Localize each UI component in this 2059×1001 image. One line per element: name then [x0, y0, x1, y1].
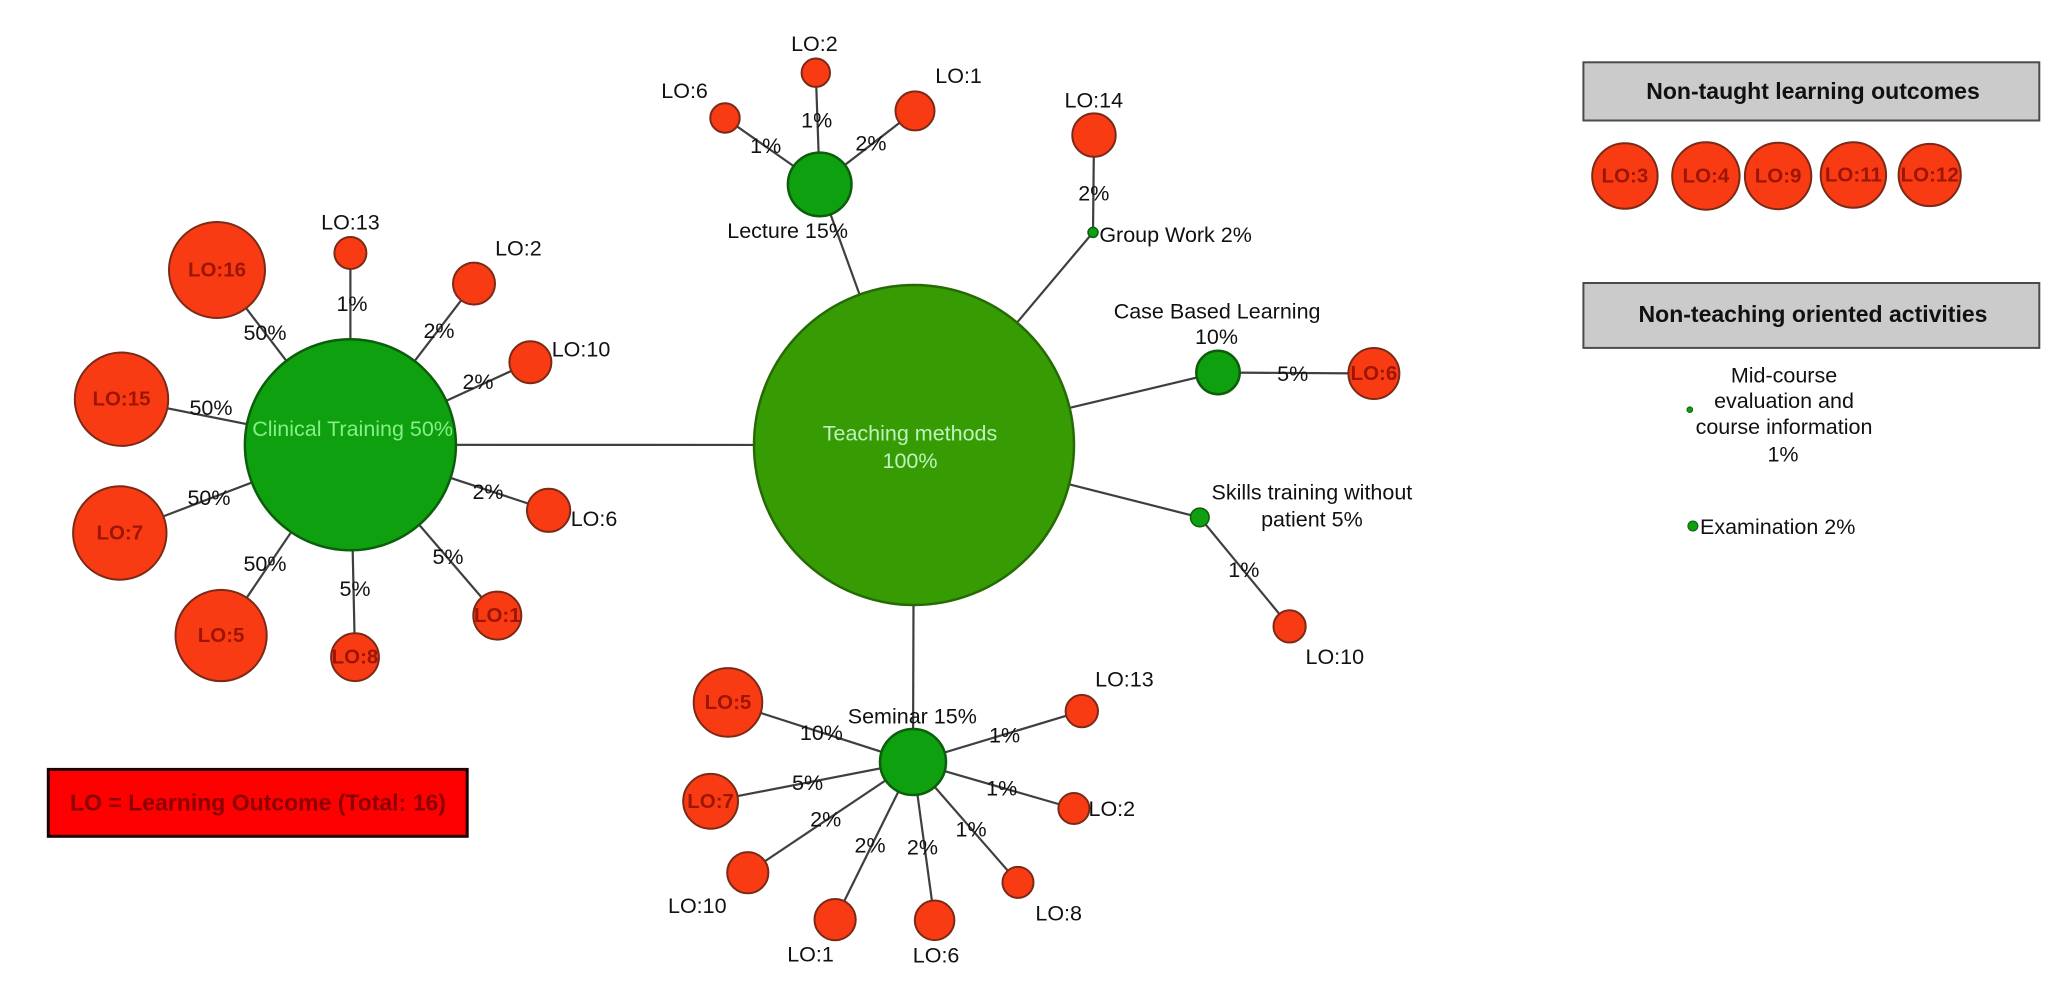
svg-text:LO:9: LO:9: [1755, 165, 1802, 188]
svg-text:LO:13: LO:13: [1095, 668, 1154, 692]
svg-text:LO:5: LO:5: [705, 691, 752, 714]
svg-text:Examination 2%: Examination 2%: [1700, 515, 1855, 539]
svg-text:Non-teaching oriented activiti: Non-teaching oriented activities: [1639, 301, 1988, 327]
svg-text:Lecture 15%: Lecture 15%: [727, 219, 848, 243]
svg-text:2%: 2%: [855, 132, 886, 156]
svg-text:LO:11: LO:11: [1825, 164, 1882, 187]
svg-text:2%: 2%: [472, 480, 503, 504]
svg-text:5%: 5%: [1277, 362, 1308, 386]
svg-text:LO:12: LO:12: [1901, 164, 1959, 187]
svg-text:LO:6: LO:6: [571, 507, 618, 531]
svg-text:5%: 5%: [432, 545, 463, 569]
svg-text:LO:6: LO:6: [913, 944, 960, 968]
svg-text:Skills training without: Skills training without: [1212, 481, 1413, 505]
svg-text:LO:6: LO:6: [1351, 362, 1398, 385]
svg-text:patient 5%: patient 5%: [1261, 507, 1363, 531]
svg-text:50%: 50%: [187, 486, 230, 510]
svg-text:LO:15: LO:15: [92, 388, 150, 411]
svg-text:1%: 1%: [989, 724, 1020, 748]
svg-text:1%: 1%: [750, 134, 781, 158]
svg-text:1%: 1%: [1228, 558, 1259, 582]
svg-text:2%: 2%: [855, 834, 886, 858]
svg-text:LO:10: LO:10: [668, 894, 727, 918]
svg-text:1%: 1%: [336, 292, 367, 316]
svg-text:Group Work 2%: Group Work 2%: [1099, 223, 1252, 247]
svg-text:2%: 2%: [1078, 181, 1109, 205]
svg-text:1%: 1%: [986, 777, 1017, 801]
svg-text:10%: 10%: [1195, 325, 1238, 349]
svg-text:course information: course information: [1696, 415, 1873, 439]
svg-text:LO:4: LO:4: [1683, 165, 1730, 188]
svg-text:LO:2: LO:2: [1088, 797, 1135, 821]
svg-text:LO:1: LO:1: [787, 943, 834, 967]
svg-text:10%: 10%: [800, 721, 843, 745]
svg-text:Mid-course: Mid-course: [1731, 363, 1837, 387]
svg-text:100%: 100%: [883, 449, 938, 473]
svg-text:5%: 5%: [339, 577, 370, 601]
svg-text:Case Based Learning: Case Based Learning: [1114, 300, 1321, 324]
svg-text:LO = Learning Outcome (Total:: LO = Learning Outcome (Total: 16): [70, 790, 446, 816]
svg-text:2%: 2%: [810, 807, 841, 831]
svg-text:1%: 1%: [801, 109, 832, 133]
svg-text:1%: 1%: [1767, 442, 1798, 466]
svg-text:Clinical Training 50%: Clinical Training 50%: [252, 417, 453, 441]
svg-text:Non-taught learning outcomes: Non-taught learning outcomes: [1646, 78, 1980, 104]
svg-text:50%: 50%: [243, 552, 286, 576]
svg-text:LO:10: LO:10: [1306, 645, 1365, 669]
svg-text:LO:14: LO:14: [1065, 88, 1124, 112]
svg-text:LO:16: LO:16: [188, 259, 246, 282]
svg-text:LO:7: LO:7: [687, 790, 734, 813]
svg-text:LO:1: LO:1: [935, 64, 982, 88]
svg-text:LO:7: LO:7: [96, 522, 143, 545]
svg-text:1%: 1%: [956, 817, 987, 841]
svg-text:Seminar 15%: Seminar 15%: [848, 705, 977, 729]
svg-text:2%: 2%: [423, 319, 454, 343]
svg-text:evaluation and: evaluation and: [1714, 389, 1854, 413]
svg-text:2%: 2%: [907, 835, 938, 859]
svg-text:LO:8: LO:8: [332, 646, 379, 669]
svg-text:LO:3: LO:3: [1602, 165, 1649, 188]
svg-text:LO:5: LO:5: [198, 624, 245, 647]
svg-text:LO:1: LO:1: [474, 604, 521, 627]
svg-text:LO:2: LO:2: [495, 236, 542, 260]
svg-text:LO:2: LO:2: [791, 32, 838, 56]
svg-text:LO:10: LO:10: [552, 338, 611, 362]
svg-text:50%: 50%: [243, 321, 286, 345]
svg-text:Teaching methods: Teaching methods: [823, 422, 998, 446]
svg-text:LO:8: LO:8: [1035, 902, 1082, 926]
svg-text:LO:6: LO:6: [661, 79, 708, 103]
svg-text:2%: 2%: [462, 370, 493, 394]
svg-text:50%: 50%: [189, 396, 232, 420]
svg-text:LO:13: LO:13: [321, 211, 380, 235]
svg-text:5%: 5%: [792, 771, 823, 795]
